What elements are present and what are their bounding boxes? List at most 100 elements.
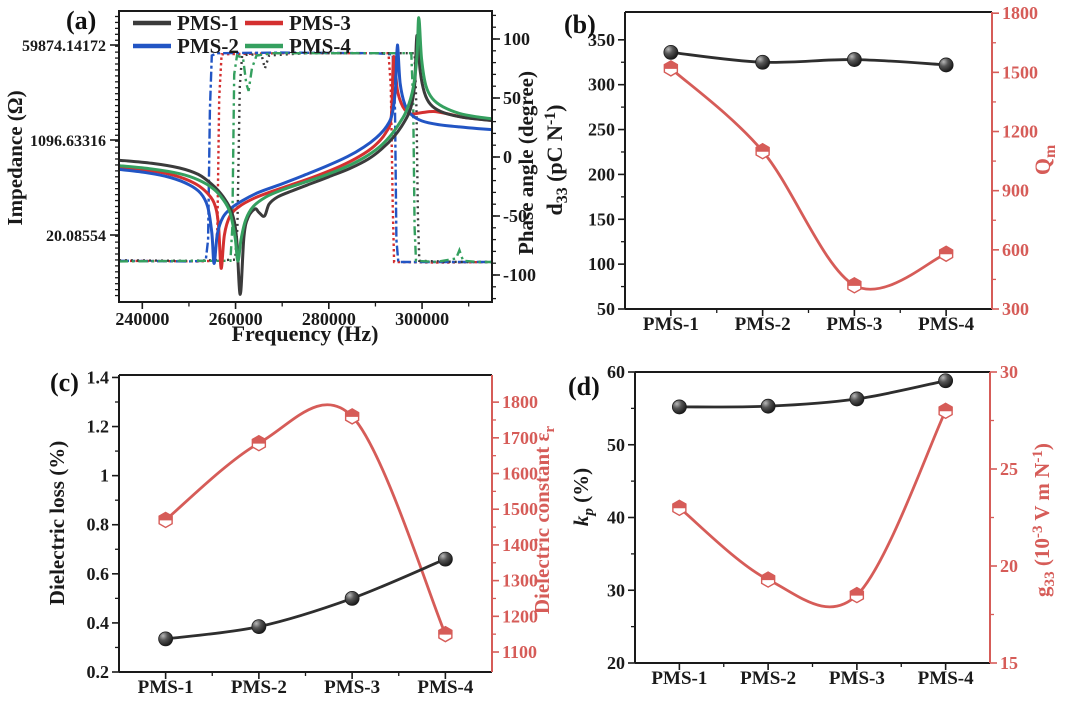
right-tick-label: 1200 (1002, 122, 1038, 142)
black-sphere-marker (849, 391, 865, 407)
black-sphere-marker (344, 590, 360, 606)
left-tick-label: 50 (607, 435, 625, 455)
impedance-axis-label: Impedance (Ω) (3, 90, 27, 225)
black-sphere-marker (938, 57, 954, 73)
right-tick-label: 900 (1002, 181, 1029, 201)
right-tick-label: 1500 (502, 499, 538, 519)
red-hexagon-marker (849, 586, 865, 604)
category-label: PMS-1 (138, 677, 194, 698)
pms-3-phase-curve (119, 52, 492, 264)
legend-label: PMS-3 (289, 11, 351, 35)
left-tick-label: 30 (607, 580, 625, 600)
red-hexagon-marker (938, 245, 954, 263)
left-tick-label: 0.6 (87, 564, 110, 584)
panel-b-letter: (b) (564, 10, 596, 39)
right-tick-label: 1400 (502, 535, 538, 555)
d-right-axis-label: g33 (10-3 V m N-1) (1030, 443, 1058, 597)
phase-tick-label: -50 (503, 206, 527, 226)
legend-label: PMS-2 (177, 34, 239, 58)
left-tick-label: 1.2 (87, 417, 110, 437)
left-tick-label: 40 (607, 508, 625, 528)
red-hexagon-marker (938, 402, 953, 420)
category-label: PMS-3 (826, 314, 882, 335)
panel-b: 50 100 150 200 250 300 350 300 600 900 1200 1500 180… (542, 3, 1059, 335)
legend-item-pms-3: PMS-3 (245, 11, 351, 35)
d-right-series-line (678, 410, 947, 609)
legend-item-pms-2: PMS-2 (133, 34, 239, 58)
phase-tick-label: -100 (503, 265, 536, 285)
category-label: PMS-1 (651, 668, 707, 689)
left-tick-label: 150 (588, 209, 615, 229)
category-label: PMS-2 (735, 314, 791, 335)
phase-tick-label: 50 (503, 88, 521, 108)
pms-2-phase-curve (119, 51, 492, 264)
left-tick-label: 20 (607, 653, 625, 673)
right-tick-label: 1700 (502, 428, 538, 448)
pms-2-impedance-curve (119, 43, 492, 266)
left-tick-label: 1.4 (87, 367, 110, 387)
panel-a-curves (119, 16, 492, 296)
right-tick-label: 300 (1002, 299, 1029, 319)
panel-d: 20 30 40 50 60 15 20 25 30 PMS-1 PMS-2 PMS-3 PMS-4 kp… (569, 362, 1058, 689)
legend-label: PMS-1 (177, 11, 239, 35)
category-label: PMS-3 (829, 668, 885, 689)
black-sphere-marker (755, 54, 771, 70)
category-label: PMS-4 (918, 668, 974, 689)
category-label: PMS-2 (231, 677, 287, 698)
left-tick-label: 0.4 (87, 613, 110, 633)
legend-item-pms-4: PMS-4 (245, 34, 351, 58)
left-tick-label: 60 (607, 362, 625, 382)
pms-1-phase-curve (119, 52, 492, 264)
red-hexagon-marker (158, 511, 173, 529)
b-left-axis-label: d33 (pC N-1) (542, 105, 571, 216)
red-hexagon-marker (344, 408, 360, 425)
right-tick-label: 1500 (1002, 62, 1038, 82)
red-hexagon-marker (755, 142, 770, 160)
black-sphere-marker (760, 398, 776, 414)
right-tick-label: 600 (1002, 240, 1029, 260)
c-right-axis-label: Dielectric constant εr (530, 426, 558, 615)
c-left-series-line (165, 557, 446, 641)
red-hexagon-marker (672, 499, 687, 517)
right-tick-label: 30 (1000, 362, 1018, 382)
left-tick-label: 0.8 (87, 515, 110, 535)
left-tick-label: 100 (588, 254, 615, 274)
right-tick-label: 1800 (1002, 3, 1038, 23)
right-tick-label: 25 (1000, 459, 1018, 479)
impedance-tick-label: 1096.63316 (30, 133, 106, 150)
phase-tick-label: 100 (503, 29, 530, 49)
d-left-axis-label: kp (%) (569, 468, 597, 526)
right-tick-label: 1300 (502, 571, 538, 591)
red-hexagon-marker (438, 625, 453, 643)
pms-1-impedance-curve (119, 33, 492, 296)
black-sphere-marker (938, 373, 954, 389)
frequency-axis-label: Frequency (Hz) (232, 321, 379, 346)
pms-4-phase-curve (119, 52, 492, 264)
c-right-series-line (164, 403, 447, 635)
b-right-axis-label: Qm (1030, 145, 1059, 175)
red-hexagon-marker (663, 60, 679, 77)
b-left-series-line (670, 51, 947, 67)
panel-d-letter: (d) (568, 372, 600, 401)
right-tick-label: 15 (1000, 653, 1018, 673)
category-label: PMS-4 (417, 677, 473, 698)
black-sphere-marker (663, 44, 679, 60)
red-hexagon-marker (847, 277, 862, 294)
pms-3-impedance-curve (119, 55, 492, 270)
panel-c: 0.2 0.4 0.6 0.8 1 1.2 1.4 1100 1200 1300 1400 1500 1… (45, 367, 558, 698)
black-sphere-marker (158, 631, 174, 647)
right-tick-label: 20 (1000, 556, 1018, 576)
c-left-axis-label: Dielectric loss (%) (45, 441, 69, 605)
category-label: PMS-3 (324, 677, 380, 698)
black-sphere-marker (251, 619, 267, 634)
legend-item-pms-1: PMS-1 (133, 11, 239, 35)
legend-label: PMS-4 (289, 34, 351, 58)
left-tick-label: 1 (100, 466, 109, 486)
impedance-tick-label: 20.08554 (46, 228, 106, 245)
left-tick-label: 0.2 (87, 662, 110, 682)
panel-c-letter: (c) (50, 368, 79, 397)
pms-4-impedance-curve (119, 16, 492, 263)
right-tick-label: 1600 (502, 464, 538, 484)
